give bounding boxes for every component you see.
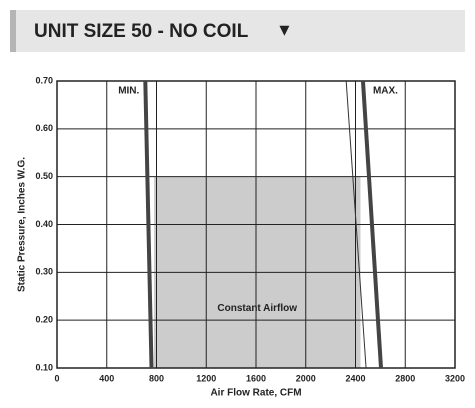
y-tick-label: 0.60 xyxy=(35,123,53,133)
x-axis-label: Air Flow Rate, CFM xyxy=(210,388,301,399)
y-tick-label: 0.50 xyxy=(35,171,53,181)
x-tick-label: 1600 xyxy=(246,373,266,383)
y-tick-label: 0.20 xyxy=(35,315,53,325)
y-tick-label: 0.10 xyxy=(35,362,53,372)
region-label: Constant Airflow xyxy=(217,303,297,314)
x-tick-label: 1200 xyxy=(196,373,216,383)
dropdown-icon[interactable]: ▼ xyxy=(276,20,293,39)
header-box xyxy=(10,10,465,52)
header-title: UNIT SIZE 50 - NO COIL xyxy=(34,21,249,42)
header-strip xyxy=(10,10,16,52)
series-line xyxy=(345,80,367,369)
x-tick-label: 3200 xyxy=(445,373,465,383)
x-tick-label: 2000 xyxy=(296,373,316,383)
series-line xyxy=(143,80,154,369)
x-tick-label: 2800 xyxy=(395,373,415,383)
y-tick-label: 0.70 xyxy=(35,75,53,85)
y-tick-label: 0.30 xyxy=(35,267,53,277)
series-label: MAX. xyxy=(373,86,398,97)
y-axis-label: Static Pressure, Inches W.G. xyxy=(17,157,28,292)
series-label: MIN. xyxy=(118,86,139,97)
x-tick-label: 0 xyxy=(54,373,59,383)
series-line xyxy=(360,80,383,369)
x-tick-label: 800 xyxy=(149,373,164,383)
y-tick-label: 0.40 xyxy=(35,219,53,229)
plot-frame xyxy=(56,80,456,369)
x-tick-label: 400 xyxy=(99,373,114,383)
x-tick-label: 2400 xyxy=(345,373,365,383)
